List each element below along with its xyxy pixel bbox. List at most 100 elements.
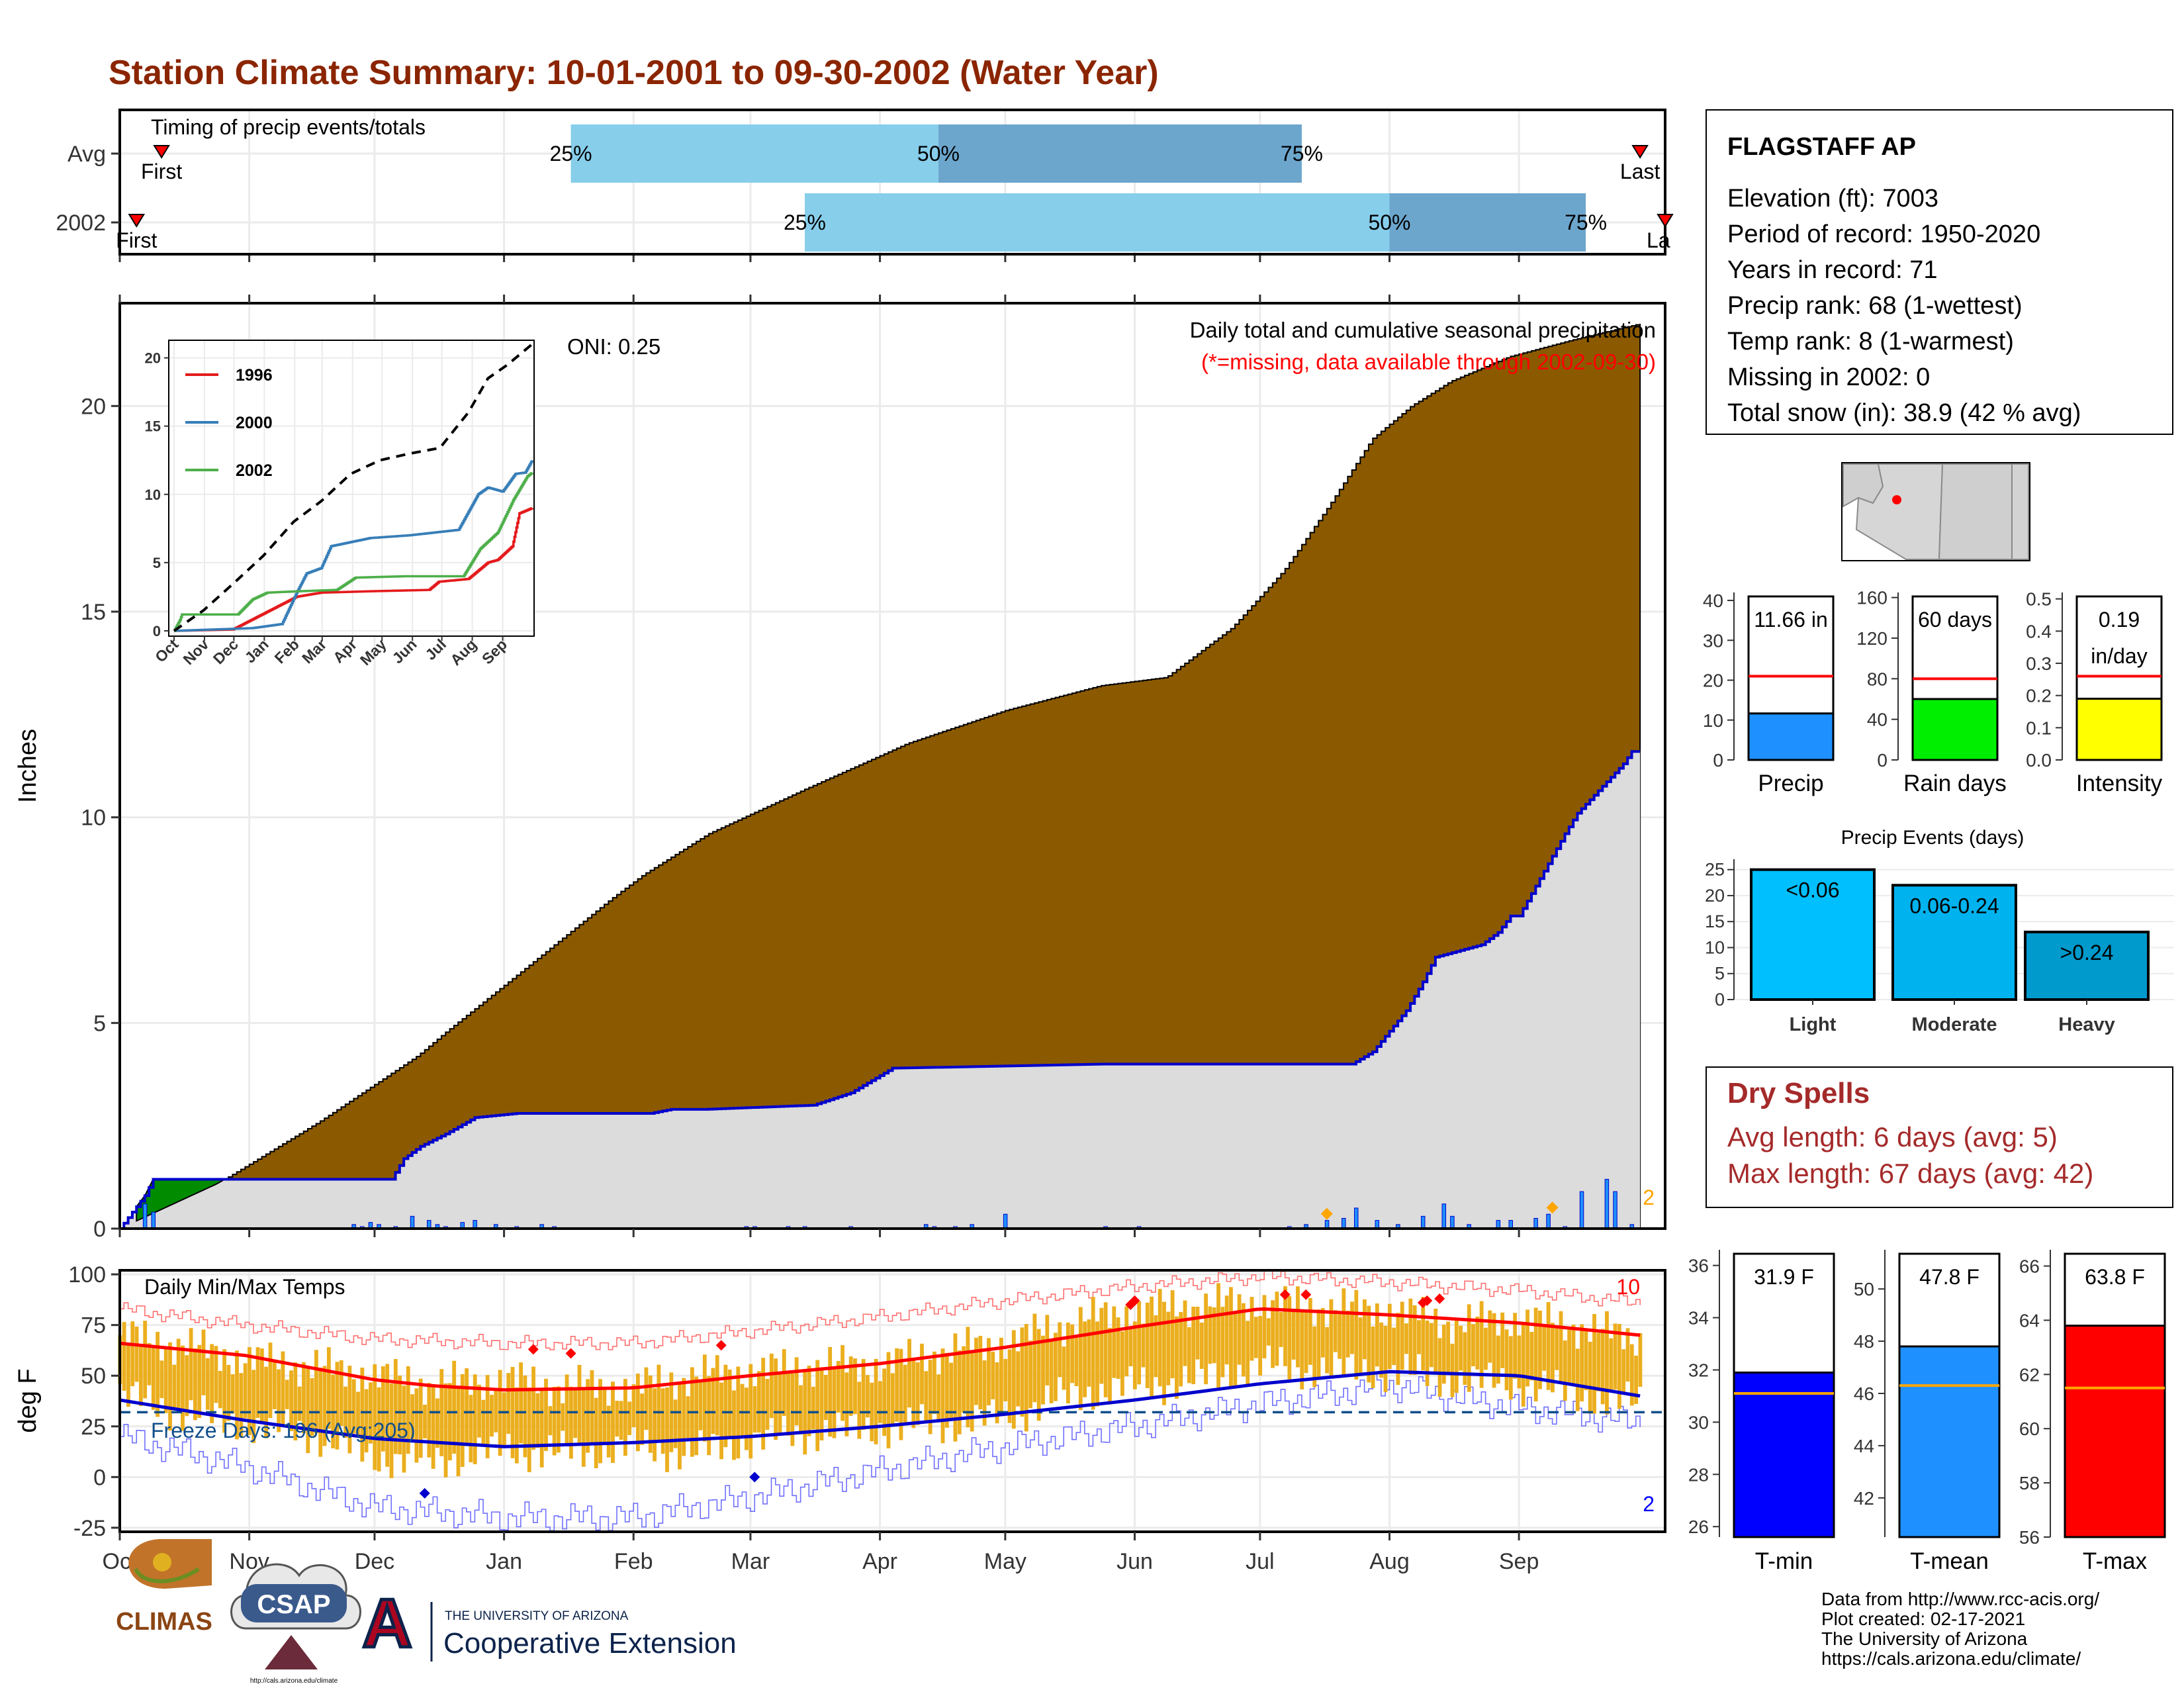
daily-temp-bar: [644, 1367, 649, 1430]
daily-temp-bar: [761, 1358, 766, 1450]
daily-temp-bar: [987, 1338, 991, 1405]
station-info-line: Elevation (ft): 7003: [1727, 185, 1938, 212]
daily-precip-bar: [142, 1203, 148, 1229]
daily-temp-bar: [1496, 1335, 1500, 1384]
daily-temp-bar: [1338, 1314, 1342, 1359]
daily-temp-bar: [1567, 1329, 1572, 1383]
freeze-days-label: Freeze Days: 196 (Avg:205): [151, 1419, 416, 1442]
daily-temp-bar: [653, 1388, 657, 1462]
ua-small-text: THE UNIVERSITY OF ARIZONA: [445, 1609, 629, 1623]
daily-temp-bar: [163, 1348, 168, 1413]
daily-temp-bar: [1613, 1323, 1617, 1390]
temp-y-tick-label: 100: [68, 1262, 106, 1288]
daily-temp-bar: [1166, 1311, 1171, 1385]
daily-temp-bar: [373, 1364, 377, 1470]
daily-temp-bar: [452, 1360, 457, 1454]
daily-temp-bar: [1191, 1306, 1196, 1385]
record-high-marker: [1422, 1295, 1433, 1306]
daily-temp-bar: [1195, 1307, 1200, 1360]
daily-temp-bar: [736, 1366, 741, 1459]
daily-temp-bar: [226, 1364, 231, 1421]
year-cumulative-area: [120, 751, 1641, 1229]
station-info-line: Missing in 2002: 0: [1727, 363, 1930, 391]
mini-chart-temp_tmean: 42 44 46 48 50 47.8 F T-mean: [1854, 1250, 2001, 1574]
daily-temp-bar: [815, 1360, 820, 1452]
daily-temp-bar: [552, 1387, 557, 1456]
daily-precip-bar: [1003, 1213, 1008, 1229]
inset-x-tick-label: May: [357, 635, 390, 669]
daily-temp-bar: [548, 1406, 553, 1436]
mini-y-tick-label: 0.4: [2026, 621, 2052, 641]
daily-temp-bar: [1204, 1293, 1208, 1385]
daily-temp-bar: [465, 1368, 469, 1446]
inset-line-average: [173, 343, 533, 632]
inset-lines: [173, 343, 533, 632]
inset-x-tick-label: Feb: [271, 635, 302, 667]
footer-line-2: Plot created: 02-17-2021: [1821, 1609, 2025, 1629]
record-low-line: [120, 1373, 1641, 1532]
events-y-tick-label: 0: [1715, 990, 1725, 1009]
daily-temp-bar: [281, 1351, 285, 1426]
inset-y-tick-label: 15: [145, 418, 161, 435]
mini-bar-value: [1898, 1345, 2001, 1538]
daily-temp-bar: [1036, 1329, 1041, 1421]
inset-line-2000: [173, 460, 533, 632]
daily-temp-bar: [134, 1327, 139, 1382]
daily-temp-bar: [1525, 1309, 1529, 1387]
daily-temp-bar: [1421, 1297, 1426, 1371]
daily-temp-bar: [1617, 1324, 1621, 1409]
daily-temp-bar: [339, 1360, 343, 1427]
daily-temp-bar: [230, 1374, 235, 1414]
daily-temp-bar: [765, 1378, 770, 1430]
mini-bar-value-label: 63.8 F: [2085, 1265, 2145, 1289]
record-low-marker: [419, 1487, 430, 1499]
mini-bar-value: [2075, 698, 2163, 761]
daily-temp-bar: [473, 1374, 477, 1464]
month-tick-label: Jun: [1116, 1549, 1153, 1574]
daily-temp-bar: [1629, 1344, 1634, 1406]
daily-temp-bar: [251, 1370, 256, 1443]
daily-temp-bar: [1258, 1315, 1263, 1376]
daily-temp-bar: [1463, 1332, 1467, 1385]
daily-temp-bar: [611, 1382, 615, 1463]
daily-temp-bar: [1600, 1329, 1605, 1405]
daily-temp-bar: [1300, 1311, 1304, 1389]
daily-temp-bar: [1116, 1317, 1120, 1379]
mini-bar-value-label: 31.9 F: [1754, 1265, 1814, 1289]
record-low-count: 2: [1643, 1492, 1655, 1516]
daily-temp-bar: [189, 1328, 193, 1401]
inset-x-tick-label: Jan: [241, 635, 271, 666]
timing-p25-label: 25%: [550, 142, 592, 165]
daily-temp-bar: [1233, 1313, 1238, 1388]
footer-line-1: Data from http://www.rcc-acis.org/: [1821, 1589, 2099, 1609]
daily-temp-bar: [774, 1358, 778, 1440]
daily-temp-bar: [823, 1374, 828, 1421]
month-tick-label: Jul: [1246, 1549, 1274, 1574]
locator-map: [1841, 462, 2030, 561]
daily-temp-bar: [1396, 1313, 1400, 1385]
daily-temp-bar: [510, 1366, 515, 1458]
daily-temp-bar: [1429, 1323, 1433, 1368]
daily-temp-bar: [565, 1374, 569, 1446]
daily-temp-bar: [535, 1393, 540, 1448]
daily-temp-bar: [318, 1367, 323, 1457]
mini-y-tick-label: 58: [2019, 1473, 2040, 1493]
daily-temp-bar: [1634, 1355, 1639, 1404]
daily-temp-bar: [423, 1405, 427, 1438]
daily-temp-bar: [557, 1386, 561, 1453]
daily-temp-bar: [1045, 1315, 1050, 1385]
daily-temp-bar: [243, 1363, 248, 1419]
daily-temp-bar: [1371, 1326, 1375, 1388]
year-cumulative-line: [120, 750, 1641, 1230]
mini-y-tick-label: 64: [2019, 1310, 2040, 1331]
mini-y-tick-label: 0.3: [2026, 653, 2052, 674]
daily-temp-bar: [648, 1375, 653, 1453]
last-event-marker: [1631, 145, 1649, 159]
inset-x-tick-label: Jul: [422, 635, 449, 663]
daily-temp-bar: [1016, 1351, 1021, 1407]
daily-temp-bar: [1571, 1325, 1576, 1385]
daily-temp-bar: [1242, 1303, 1246, 1377]
record-high-marker: [1129, 1295, 1140, 1306]
daily-precip-bar: [1613, 1191, 1617, 1229]
